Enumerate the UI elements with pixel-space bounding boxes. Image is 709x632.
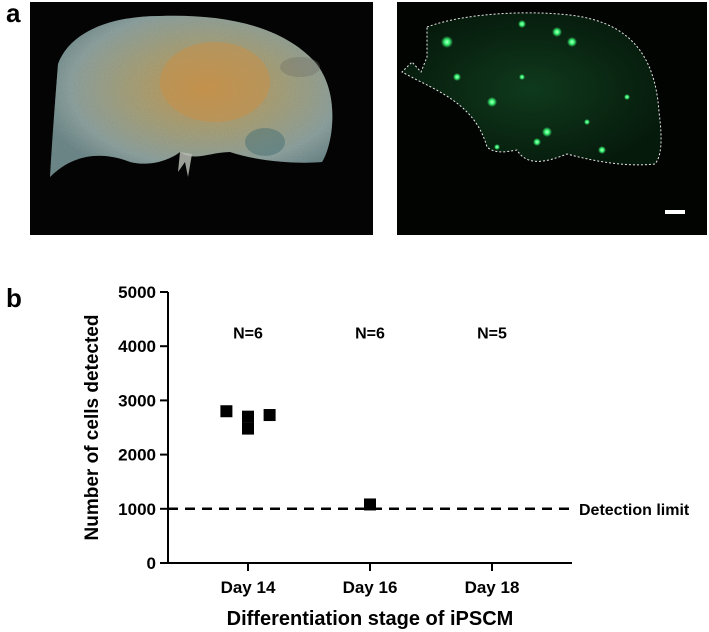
- data-point: [364, 498, 376, 511]
- detection-limit-label: Detection limit: [579, 502, 690, 519]
- scatter-chart: 0 1000 2000 3000 4000 5000 Day 14 Day 16 Day 18…: [82, 283, 690, 630]
- tissue-outline: [401, 12, 662, 166]
- y-tick-label: 4000: [118, 337, 156, 356]
- n-labels: N=6 N=6 N=5: [233, 326, 507, 343]
- x-ticks: Day 14 Day 16 Day 18: [221, 563, 520, 597]
- y-tick-label: 1000: [118, 500, 156, 519]
- n-label: N=6: [233, 326, 263, 343]
- y-tick-label: 2000: [118, 446, 156, 465]
- x-tick-label: Day 18: [465, 578, 520, 597]
- y-tick-label: 3000: [118, 391, 156, 410]
- x-tick-label: Day 14: [221, 578, 276, 597]
- y-ticks: 0 1000 2000 3000 4000 5000: [118, 283, 168, 573]
- fluorescence-micrograph: [397, 2, 707, 235]
- panel-b-label: b: [6, 283, 22, 313]
- panel-a-label: a: [6, 0, 21, 28]
- brightfield-micrograph: [30, 2, 373, 235]
- x-tick-label: Day 16: [343, 578, 398, 597]
- detection-limit-group: Detection limit: [168, 502, 690, 519]
- scale-bar: [665, 210, 685, 214]
- data-point: [220, 405, 233, 418]
- data-point: [242, 422, 254, 435]
- y-tick-label: 5000: [118, 283, 156, 302]
- n-label: N=6: [355, 326, 385, 343]
- x-axis-label: Differentiation stage of iPSCM: [227, 608, 514, 630]
- data-points: [220, 405, 376, 511]
- data-point: [263, 409, 276, 422]
- brightfield-image: [30, 2, 373, 235]
- data-point: [242, 410, 254, 423]
- fluorescence-image: [397, 2, 707, 235]
- y-tick-label: 0: [147, 554, 156, 573]
- n-label: N=5: [477, 326, 507, 343]
- y-axis-label: Number of cells detected: [82, 315, 103, 541]
